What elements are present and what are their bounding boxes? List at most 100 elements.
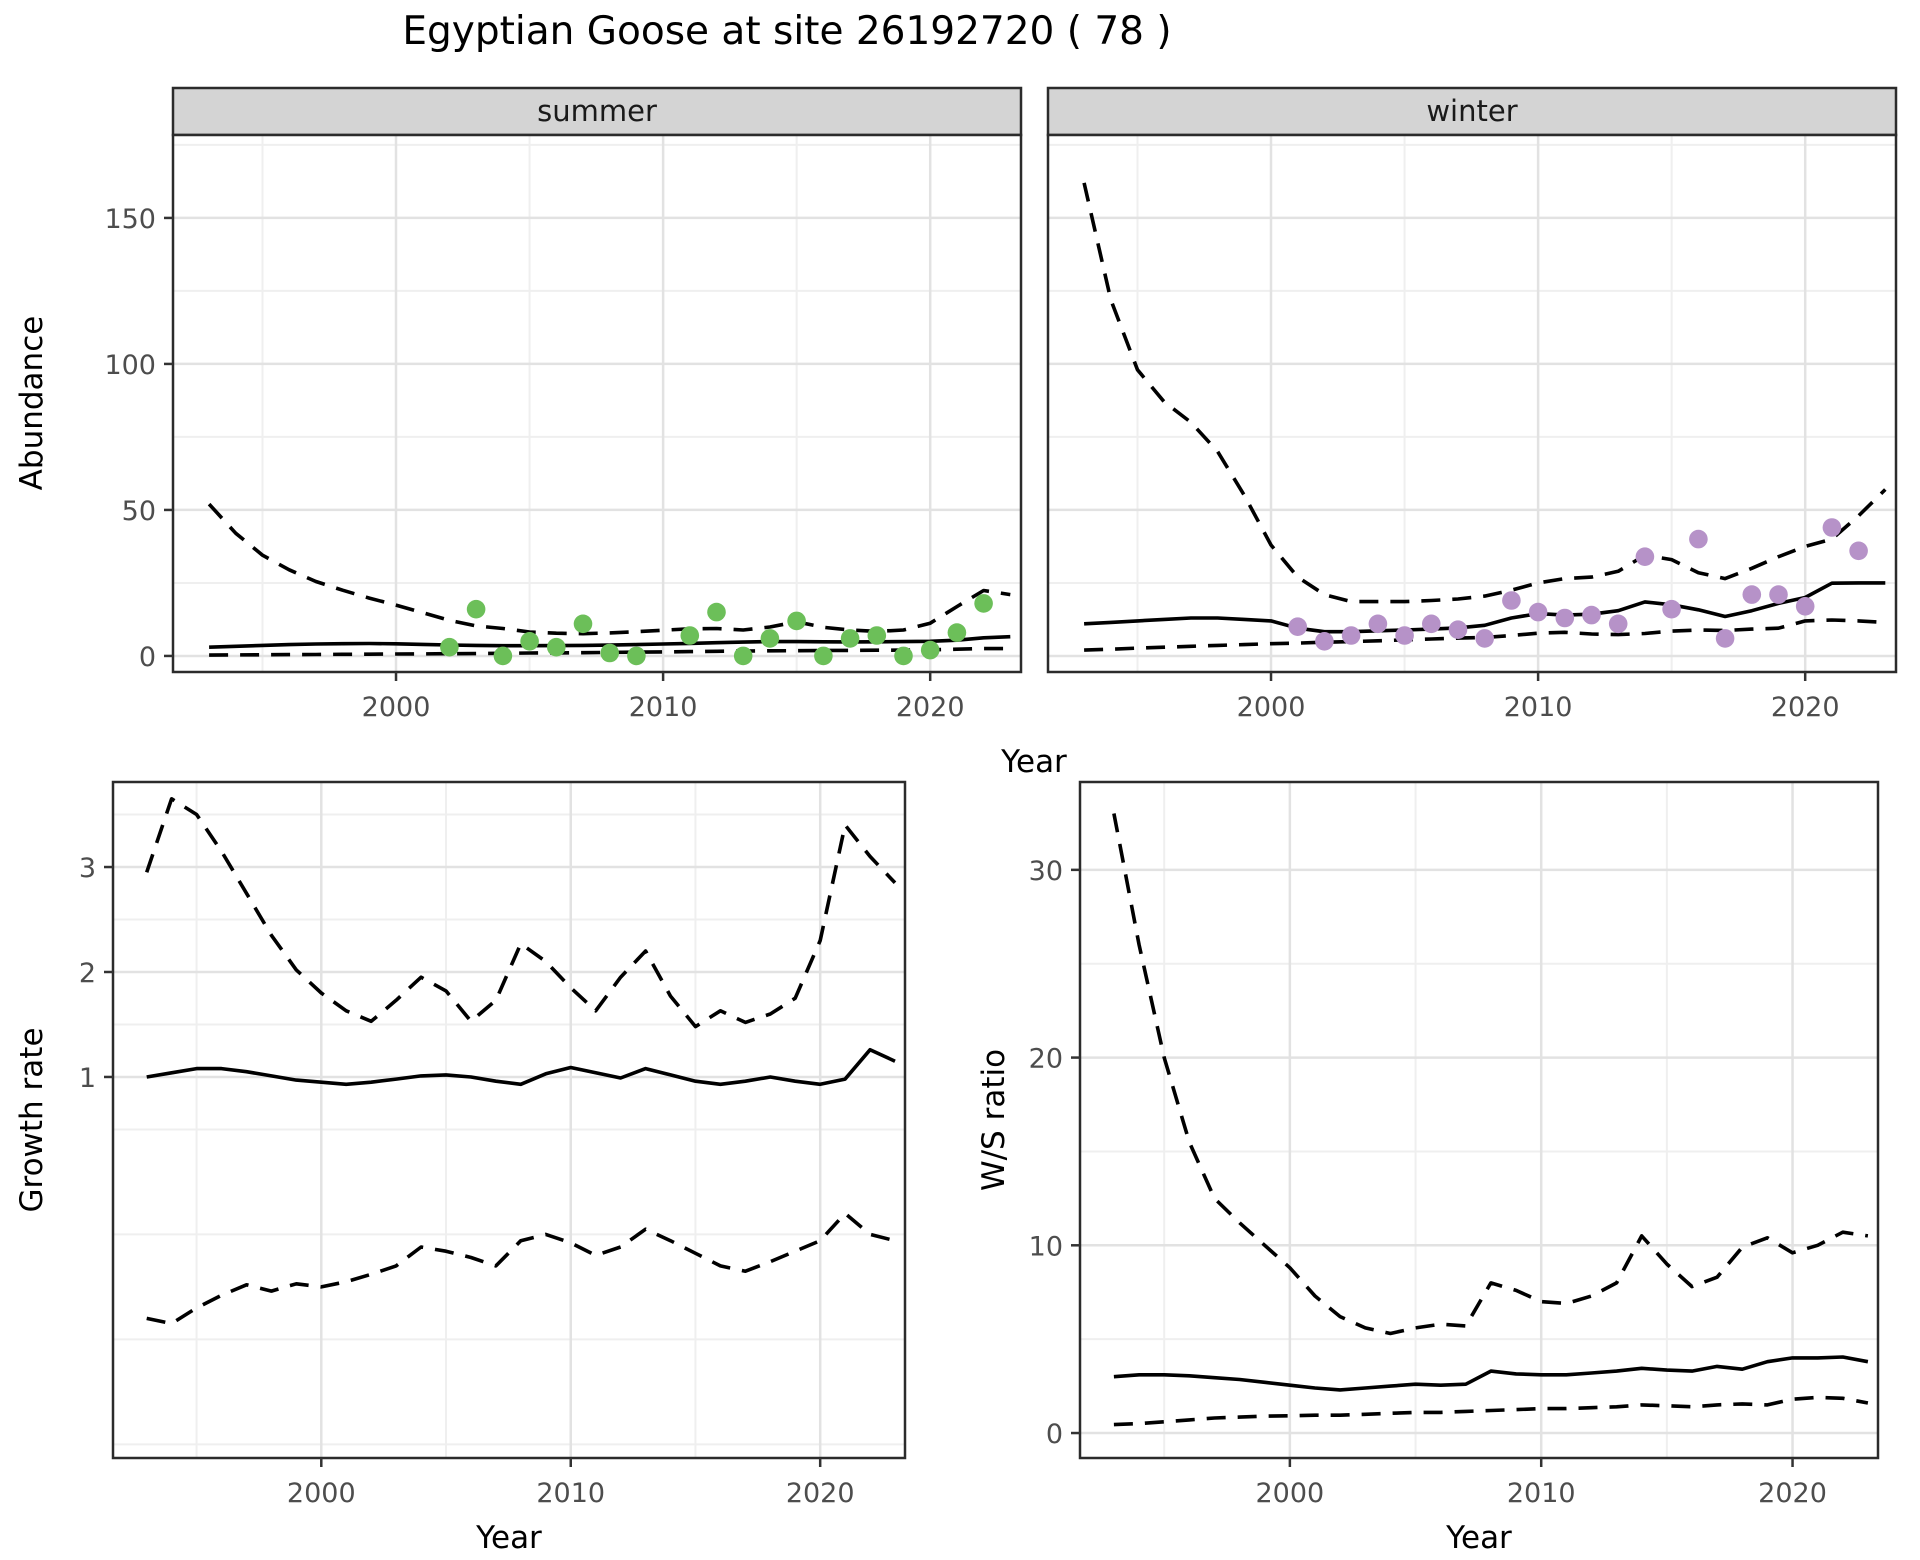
ws-ratio-line-lower95 bbox=[1113, 1395, 1869, 1427]
abundance-winter-line-upper95 bbox=[1082, 182, 1887, 604]
y-tick-label: 150 bbox=[104, 204, 156, 235]
facet-strip-summer: summer bbox=[171, 86, 1023, 137]
y-axis-title-growth-rate: Growth rate bbox=[14, 1027, 50, 1212]
abundance-winter-point bbox=[1662, 599, 1681, 619]
abundance-winter-point bbox=[1715, 629, 1735, 648]
abundance-summer-point bbox=[466, 599, 486, 619]
growth-rate-line-upper95 bbox=[144, 796, 897, 1029]
abundance-winter-point bbox=[1635, 547, 1655, 566]
y-tick-label: 0 bbox=[139, 642, 156, 673]
x-tick-label: 2000 bbox=[1256, 1478, 1325, 1509]
ws-ratio-border bbox=[1078, 780, 1880, 1460]
x-tick-label: 2020 bbox=[1771, 692, 1840, 723]
abundance-winter-point bbox=[1368, 614, 1388, 634]
growth-rate-background bbox=[113, 782, 905, 1458]
ws-ratio-line-upper95 bbox=[1112, 813, 1869, 1336]
y-axis-title-abundance: Abundance bbox=[14, 316, 50, 491]
abundance-winter-line-fit bbox=[1084, 581, 1886, 634]
abundance-winter-point bbox=[1528, 602, 1548, 622]
growth-rate-border bbox=[111, 780, 907, 1460]
y-tick-label: 10 bbox=[1029, 1231, 1063, 1262]
abundance-summer-point bbox=[947, 623, 967, 642]
abundance-summer-point bbox=[787, 611, 806, 631]
panel-growth-rate: 2000 2010 2020 1 2 3 bbox=[79, 780, 907, 1509]
abundance-summer-point bbox=[680, 626, 700, 645]
y-tick-label: 100 bbox=[104, 350, 156, 381]
growth-rate-line-fit bbox=[146, 1047, 896, 1087]
facet-strip-winter-label: winter bbox=[1426, 94, 1517, 128]
abundance-winter-line-lower95 bbox=[1084, 618, 1886, 652]
abundance-summer-point bbox=[707, 602, 726, 622]
abundance-summer-point bbox=[760, 629, 780, 648]
y-axis-title-ws-ratio: W/S ratio bbox=[976, 1049, 1012, 1191]
facet-strip-winter-box bbox=[1046, 86, 1898, 137]
abundance-winter-point bbox=[1315, 632, 1334, 651]
abundance-winter-point bbox=[1395, 626, 1414, 645]
x-axis-title-year-ws: Year bbox=[1445, 1520, 1512, 1556]
ws-ratio-line-fit bbox=[1113, 1355, 1869, 1392]
ws-ratio-background bbox=[1080, 782, 1878, 1458]
x-tick-label: 2020 bbox=[1758, 1478, 1827, 1509]
y-tick-label: 30 bbox=[1029, 856, 1063, 887]
y-tick-label: 50 bbox=[122, 496, 156, 527]
panel-ws-ratio: 2000 2010 2020 0 10 20 30 bbox=[1029, 780, 1880, 1509]
panel-abundance-summer: 2000 2010 2020 0 50 100 150 bbox=[104, 133, 1023, 723]
abundance-winter-point bbox=[1582, 605, 1601, 625]
abundance-winter-point bbox=[1608, 614, 1628, 634]
x-tick-label: 2010 bbox=[1504, 692, 1573, 723]
y-tick-label: 0 bbox=[1046, 1419, 1063, 1450]
abundance-summer-point bbox=[840, 629, 860, 648]
abundance-summer-line-upper95 bbox=[207, 502, 1011, 636]
abundance-summer-point bbox=[733, 646, 753, 666]
abundance-summer-point bbox=[894, 646, 913, 666]
facet-strip-summer-box bbox=[171, 86, 1023, 137]
chart-title: Egyptian Goose at site 26192720 ( 78 ) bbox=[402, 9, 1171, 54]
y-tick-label: 1 bbox=[79, 1063, 96, 1094]
y-tick-label: 2 bbox=[79, 958, 96, 989]
abundance-winter-point bbox=[1341, 626, 1361, 645]
abundance-summer-point bbox=[440, 637, 459, 657]
abundance-winter-point bbox=[1288, 617, 1307, 636]
x-tick-label: 2000 bbox=[287, 1478, 356, 1509]
x-tick-label: 2000 bbox=[1237, 692, 1306, 723]
x-tick-label: 2010 bbox=[629, 692, 698, 723]
abundance-summer-point bbox=[627, 646, 646, 666]
abundance-summer-background bbox=[173, 135, 1021, 672]
x-tick-label: 2000 bbox=[362, 692, 431, 723]
abundance-summer-point bbox=[814, 646, 833, 666]
abundance-winter-border bbox=[1046, 133, 1898, 674]
abundance-summer-point bbox=[493, 646, 513, 666]
x-axis-title-year-top: Year bbox=[1000, 744, 1067, 780]
y-tick-label: 3 bbox=[79, 853, 96, 884]
panel-abundance-winter: 2000 2010 2020 bbox=[1046, 133, 1898, 723]
abundance-winter-point bbox=[1849, 541, 1868, 561]
abundance-summer-line-lower95 bbox=[209, 646, 1011, 657]
abundance-summer-point bbox=[520, 632, 539, 651]
facet-strip-winter: winter bbox=[1046, 86, 1898, 137]
facet-strip-summer-label: summer bbox=[537, 94, 657, 128]
x-tick-label: 2010 bbox=[1507, 1478, 1576, 1509]
abundance-winter-point bbox=[1795, 597, 1815, 616]
y-tick-label: 20 bbox=[1029, 1044, 1063, 1075]
abundance-summer-point bbox=[547, 637, 566, 657]
abundance-winter-point bbox=[1448, 620, 1468, 639]
abundance-winter-point bbox=[1555, 608, 1575, 628]
abundance-winter-point bbox=[1769, 585, 1788, 604]
x-tick-label: 2010 bbox=[536, 1478, 605, 1509]
abundance-summer-point bbox=[600, 643, 619, 663]
growth-rate-line-lower95 bbox=[146, 1211, 896, 1326]
abundance-winter-point bbox=[1689, 529, 1708, 549]
abundance-winter-point bbox=[1422, 614, 1441, 634]
abundance-winter-background bbox=[1048, 135, 1896, 672]
abundance-winter-point bbox=[1742, 585, 1762, 604]
abundance-winter-point bbox=[1502, 591, 1521, 610]
abundance-summer-point bbox=[920, 640, 940, 660]
abundance-winter-point bbox=[1822, 518, 1842, 537]
abundance-summer-border bbox=[171, 133, 1023, 674]
x-tick-label: 2020 bbox=[786, 1478, 855, 1509]
abundance-summer-point bbox=[974, 594, 993, 613]
abundance-summer-point bbox=[867, 626, 887, 645]
